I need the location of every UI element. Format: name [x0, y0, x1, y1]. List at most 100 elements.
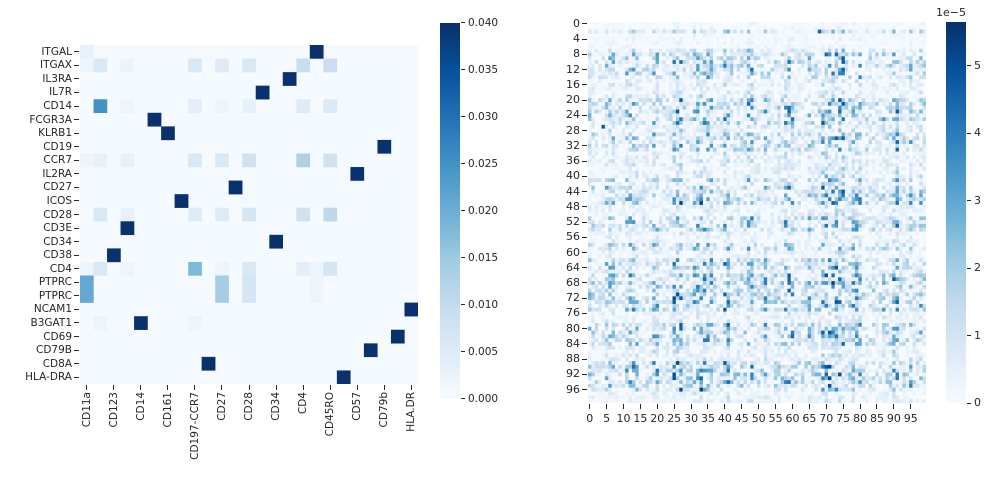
y-tick-label: ITGAX: [39, 59, 72, 72]
y-tick-mark: [582, 23, 587, 25]
y-tick-label: CD19: [43, 140, 72, 153]
y-tick-label: 4: [573, 32, 580, 46]
y-tick-label: 80: [566, 321, 580, 335]
colorbar-tick-mark: [967, 200, 971, 202]
x-tick-mark: [221, 385, 223, 390]
y-tick-label: 0: [573, 16, 580, 30]
y-tick-label: B3GAT1: [30, 316, 72, 329]
y-tick-label: 96: [566, 382, 580, 396]
x-tick-mark: [86, 385, 88, 390]
y-tick-label: CD14: [43, 100, 72, 113]
y-tick-label: 84: [566, 336, 580, 350]
x-tick-label: 75: [836, 412, 851, 425]
x-tick-mark: [606, 404, 608, 409]
x-tick-mark: [302, 385, 304, 390]
y-tick-label: CD27: [43, 181, 72, 194]
x-tick-mark: [741, 404, 743, 409]
x-tick-label: 60: [785, 412, 800, 425]
x-tick-label: CD45RO: [324, 392, 337, 437]
x-tick-mark: [194, 385, 196, 390]
colorbar-tick-label: 0: [974, 396, 981, 409]
colorbar-tick-label: 0.010: [468, 298, 499, 311]
x-tick-mark: [639, 404, 641, 409]
x-tick-mark: [707, 404, 709, 409]
colorbar-tick-mark: [967, 267, 971, 269]
x-tick-label: 15: [633, 412, 648, 425]
colorbar-tick-label: 1: [974, 328, 981, 342]
x-tick-mark: [724, 404, 726, 409]
y-tick-label: CD4: [49, 262, 72, 275]
colorbar-tick-label: 0.020: [468, 204, 499, 217]
x-tick-mark: [356, 385, 358, 390]
x-tick-label: 40: [717, 412, 732, 425]
x-tick-label: HLA.DR: [405, 392, 418, 432]
x-tick-label: CD28: [243, 392, 255, 421]
y-tick-mark: [582, 84, 587, 86]
y-tick-label: CD28: [43, 208, 72, 221]
dense-heatmap-image: [588, 22, 926, 403]
y-tick-label: 88: [566, 352, 580, 366]
y-tick-label: CD3E: [43, 222, 72, 235]
y-tick-mark: [74, 376, 79, 378]
x-tick-label: 85: [869, 412, 884, 425]
y-tick-mark: [74, 186, 79, 188]
y-tick-mark: [582, 206, 587, 208]
colorbar-tick-label: 0.025: [468, 157, 499, 170]
x-tick-mark: [589, 404, 591, 409]
y-tick-label: CD8A: [42, 357, 72, 370]
x-tick-mark: [622, 404, 624, 409]
x-tick-label: CD14: [134, 392, 147, 421]
y-tick-mark: [582, 236, 587, 238]
y-tick-label: IL3RA: [42, 72, 72, 85]
y-tick-mark: [582, 358, 587, 360]
y-tick-mark: [74, 254, 79, 256]
y-tick-label: CCR7: [43, 154, 72, 167]
y-tick-mark: [582, 160, 587, 162]
y-tick-label: NCAM1: [33, 303, 72, 316]
x-tick-mark: [410, 385, 412, 390]
x-tick-label: CD123: [107, 392, 120, 428]
y-tick-mark: [582, 99, 587, 101]
y-tick-mark: [74, 336, 79, 338]
y-tick-label: FCGR3A: [29, 113, 72, 126]
colorbar-offset-label: 1e−5: [936, 6, 966, 19]
right-colorbar-gradient: [946, 22, 966, 403]
y-tick-label: 56: [566, 230, 580, 244]
x-tick-label: 95: [903, 412, 918, 425]
y-tick-label: 20: [566, 93, 580, 107]
y-tick-mark: [74, 214, 79, 215]
y-tick-label: 16: [566, 77, 580, 91]
colorbar-tick-label: 0.005: [468, 345, 499, 358]
y-tick-mark: [74, 64, 79, 66]
y-tick-mark: [74, 281, 79, 283]
y-tick-mark: [74, 78, 79, 80]
x-tick-label: 90: [886, 412, 901, 425]
y-tick-mark: [582, 130, 587, 132]
x-tick-label: CD11a: [80, 392, 93, 428]
y-tick-label: PTPRC: [38, 289, 72, 302]
y-tick-mark: [582, 297, 587, 299]
y-tick-label: PTPRC: [38, 276, 72, 289]
y-tick-label: 12: [566, 62, 580, 76]
x-tick-label: 70: [819, 412, 834, 425]
y-tick-label: 48: [566, 199, 580, 213]
y-tick-label: CD79B: [36, 344, 72, 357]
y-tick-mark: [582, 343, 587, 345]
colorbar-tick-label: 0.035: [468, 63, 499, 76]
x-tick-mark: [775, 404, 777, 409]
y-tick-label: 40: [566, 169, 580, 183]
colorbar-tick-label: 0.040: [468, 16, 499, 29]
y-tick-label: KLRB1: [38, 127, 72, 140]
y-tick-mark: [582, 175, 587, 177]
y-tick-mark: [582, 312, 587, 314]
y-tick-label: IL7R: [49, 86, 72, 99]
x-tick-mark: [167, 385, 169, 390]
x-tick-mark: [859, 404, 861, 409]
x-tick-label: CD34: [270, 392, 283, 421]
x-tick-mark: [329, 385, 331, 390]
colorbar-tick-mark: [461, 257, 465, 258]
colorbar-tick-mark: [967, 335, 971, 337]
x-tick-label: 0: [586, 412, 594, 425]
x-tick-label: 20: [650, 412, 665, 425]
x-tick-label: 5: [603, 412, 611, 425]
